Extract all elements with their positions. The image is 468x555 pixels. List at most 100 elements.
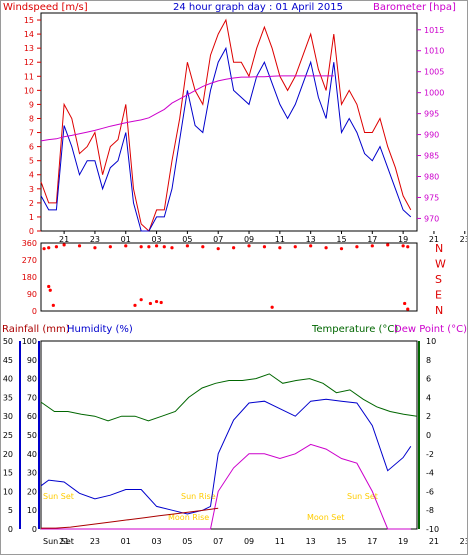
temperature-tick-label: -4 xyxy=(426,469,434,478)
lower-x-tick-label: 07 xyxy=(213,537,223,546)
rain-tick-label: 15 xyxy=(3,469,13,478)
temperature-tick-label: -8 xyxy=(426,506,434,515)
direction-outlier-point xyxy=(154,299,159,304)
direction-degree-label: 90 xyxy=(27,290,37,299)
lower-x-tick-label: 21 xyxy=(59,537,69,546)
pressure-y-tick-label: 1005 xyxy=(424,68,444,77)
rainfall-title: Rainfall (mm) xyxy=(2,324,70,335)
barometer-title: Barometer [hpa] xyxy=(373,2,456,13)
compass-label: W xyxy=(435,258,446,271)
direction-point xyxy=(232,246,236,250)
direction-outlier-point xyxy=(51,303,55,307)
top-x-tick-label: 23 xyxy=(460,235,467,244)
direction-point xyxy=(355,245,359,249)
rain-tick-label: 40 xyxy=(3,375,13,384)
direction-point xyxy=(201,245,205,249)
direction-outlier-point xyxy=(159,300,163,305)
wind-y-tick-label: 6 xyxy=(29,143,34,152)
humidity-tick-label: 90 xyxy=(27,356,37,365)
wind-y-tick-label: 11 xyxy=(24,72,34,81)
wind-y-tick-label: 10 xyxy=(24,86,34,95)
wind-y-tick-label: 0 xyxy=(29,227,34,236)
top-x-tick-label: 19 xyxy=(398,235,408,244)
direction-outlier-point xyxy=(133,303,137,307)
sun-set-label-left: Sun Set xyxy=(43,492,74,501)
wind-y-tick-label: 3 xyxy=(29,185,34,194)
direction-point xyxy=(62,243,66,247)
lower-x-tick-label: 11 xyxy=(275,537,285,546)
wind-y-tick-label: 1 xyxy=(29,213,34,222)
rain-tick-label: 5 xyxy=(8,506,13,515)
temperature-tick-label: 4 xyxy=(426,393,431,402)
humidity-tick-label: 100 xyxy=(22,337,37,346)
direction-point xyxy=(386,243,390,247)
lower-x-tick-label: 23 xyxy=(90,537,100,546)
humidity-series xyxy=(40,398,412,515)
direction-point xyxy=(42,247,46,251)
humidity-tick-label: 70 xyxy=(27,393,37,402)
temperature-series xyxy=(40,373,418,422)
pressure-y-tick-label: 970 xyxy=(424,214,439,223)
rain-series xyxy=(41,507,219,529)
humidity-tick-label: 10 xyxy=(27,506,37,515)
direction-point xyxy=(54,245,59,249)
dewpoint-series xyxy=(41,443,411,530)
top-x-tick-label: 11 xyxy=(275,235,285,244)
top-x-tick-label: 07 xyxy=(213,235,223,244)
direction-point xyxy=(47,246,51,250)
direction-point xyxy=(406,245,410,249)
humidity-tick-label: 80 xyxy=(27,375,37,384)
rain-tick-label: 0 xyxy=(8,525,13,534)
compass-label: E xyxy=(435,289,442,302)
humidity-tick-label: 0 xyxy=(32,525,37,534)
rain-tick-label: 10 xyxy=(3,487,13,496)
wind-y-tick-label: 5 xyxy=(29,157,34,166)
direction-point xyxy=(124,244,128,248)
compass-label: N xyxy=(435,242,443,255)
temperature-tick-label: -6 xyxy=(426,487,434,496)
top-x-tick-label: 09 xyxy=(244,235,254,244)
temperature-tick-label: 10 xyxy=(426,337,436,346)
moon-rise-label: Moon Rise xyxy=(168,513,209,522)
sun-corner-label: Sun Set xyxy=(43,537,74,546)
lower-x-tick-label: 03 xyxy=(151,537,161,546)
wind-y-tick-label: 8 xyxy=(29,114,34,123)
lower-x-tick-label: 23 xyxy=(460,537,467,546)
rain-tick-label: 45 xyxy=(3,356,13,365)
direction-outlier-point xyxy=(406,307,410,311)
lower-x-tick-label: 17 xyxy=(367,537,377,546)
direction-point xyxy=(309,244,313,248)
direction-point xyxy=(108,245,112,249)
temperature-tick-label: 0 xyxy=(426,431,431,440)
pressure-y-tick-label: 995 xyxy=(424,110,439,119)
wind-pressure-plot-frame xyxy=(40,12,418,232)
direction-point xyxy=(262,245,267,249)
wind-y-tick-label: 2 xyxy=(29,199,34,208)
lower-x-tick-label: 15 xyxy=(336,537,346,546)
direction-outlier-point xyxy=(139,298,143,302)
direction-point xyxy=(185,244,189,248)
direction-outlier-point xyxy=(270,305,274,309)
top-x-tick-label: 13 xyxy=(306,235,316,244)
rain-tick-label: 20 xyxy=(3,450,13,459)
windspeed-title: Windspeed [m/s] xyxy=(3,2,88,13)
direction-point xyxy=(93,246,97,250)
direction-point xyxy=(216,247,220,251)
temperature-tick-label: 6 xyxy=(426,375,431,384)
humidity-title: Humidity (%) xyxy=(67,324,133,335)
direction-degree-label: 360 xyxy=(22,239,37,248)
direction-point xyxy=(401,244,405,248)
top-x-tick-label: 05 xyxy=(182,235,192,244)
direction-point xyxy=(339,247,344,251)
rain-tick-label: 30 xyxy=(3,412,13,421)
direction-degree-label: 270 xyxy=(22,256,37,265)
direction-point xyxy=(293,245,297,249)
direction-point xyxy=(139,245,143,249)
direction-outlier-point xyxy=(47,284,51,289)
sun-set-label-right: Sun Set xyxy=(347,492,378,501)
direction-point xyxy=(170,246,174,250)
pressure-y-tick-label: 985 xyxy=(424,152,439,161)
direction-point xyxy=(147,245,151,249)
rain-tick-label: 50 xyxy=(3,337,13,346)
